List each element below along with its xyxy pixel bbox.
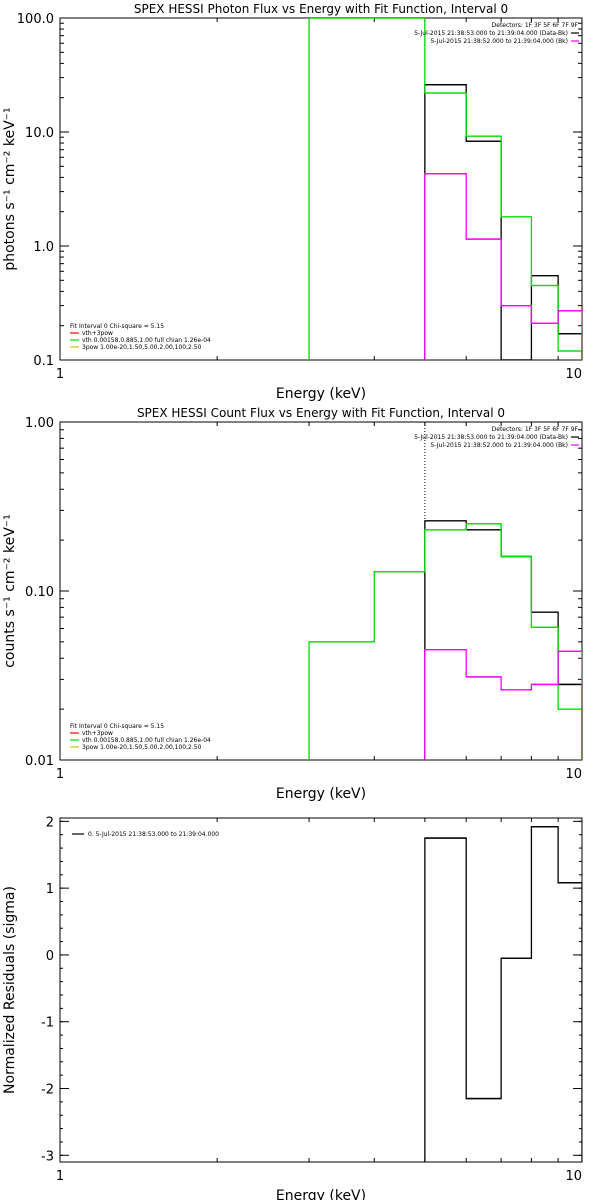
count-fit-text: 3pow 1.00e-20,1.50,5.00,2.00,100,2.50: [82, 744, 202, 751]
count-x-axis-label: Energy (keV): [276, 786, 366, 802]
photon-y-axis-label: photons s⁻¹ cm⁻² keV⁻¹: [2, 107, 18, 270]
photon-info-label: Detectors: 1F 3F 5F 6F 7F 9F: [492, 22, 579, 29]
count-info-label: Detectors: 1F 3F 5F 6F 7F 9F: [492, 426, 579, 433]
photon-info-label: 5-Jul-2015 21:38:52.000 to 21:39:04.000 …: [430, 38, 568, 45]
photon-y-tick-label: 1.0: [33, 240, 54, 255]
count-plot-frame: [59, 421, 583, 761]
count-y-axis-label: counts s⁻¹ cm⁻² keV⁻¹: [2, 514, 18, 668]
photon-series-line: [308, 18, 582, 360]
photon-fit-text: Fit Interval 0 Chi-square = 5.15: [70, 323, 164, 330]
photon-fit-text: vth+3pow: [82, 330, 113, 337]
photon-series-1: [308, 18, 582, 360]
photon-x-axis-label: Energy (keV): [276, 386, 366, 402]
resid-x-tick-label: 10: [565, 1169, 582, 1184]
resid-legend-label: 0. 5-Jul-2015 21:38:53.000 to 21:39:04.0…: [88, 831, 219, 838]
count-x-tick-label: 1: [56, 767, 64, 782]
photon-plot-frame: [59, 17, 583, 361]
photon-x-tick-label: 10: [565, 367, 582, 382]
photon-title: SPEX HESSI Photon Flux vs Energy with Fi…: [134, 2, 508, 16]
resid-series-line: [424, 826, 582, 1162]
photon-y-tick-label: 10.0: [25, 126, 54, 141]
count-info-label: 5-Jul-2015 21:38:53.000 to 21:39:04.000 …: [414, 434, 568, 441]
count-y-tick-label: 1.00: [25, 416, 54, 431]
photon-x-tick-label: 1: [56, 367, 64, 382]
resid-y-tick-label: 0: [46, 949, 54, 964]
resid-y-tick-label: 2: [46, 815, 54, 830]
count-series-2: [424, 648, 582, 760]
photon-chart: SPEX HESSI Photon Flux vs Energy with Fi…: [2, 2, 583, 402]
resid-y-tick-label: -2: [41, 1083, 54, 1098]
count-title: SPEX HESSI Count Flux vs Energy with Fit…: [137, 406, 505, 420]
resid-y-axis-label: Normalized Residuals (sigma): [2, 886, 18, 1094]
count-fit-text: vth+3pow: [82, 730, 113, 737]
photon-series-0: [424, 84, 582, 360]
photon-fit-text: vth 0.00158,0.885,1.00 full chian 1.26e-…: [82, 337, 211, 344]
count-fit-text: Fit Interval 0 Chi-square = 5.15: [70, 723, 164, 730]
photon-y-tick-label: 0.1: [33, 354, 54, 369]
resid-chart: 1 10 -3 -2 -1 0 1 2 Energy (keV) Normalized Resid…: [2, 815, 583, 1200]
count-y-tick-label: 0.10: [25, 585, 54, 600]
photon-series-2: [424, 173, 582, 360]
resid-plot-frame: [59, 817, 583, 1163]
resid-y-tick-label: -3: [41, 1149, 54, 1164]
count-y-tick-label: 0.01: [25, 754, 54, 769]
photon-fit-text: 3pow 1.00e-20,1.50,5.00,2.00,100,2.50: [82, 344, 202, 351]
resid-y-tick-label: -1: [41, 1016, 54, 1031]
resid-y-tick-label: 1: [46, 882, 54, 897]
resid-series-0: [424, 826, 582, 1162]
count-series-1: [308, 523, 582, 760]
resid-x-axis-label: Energy (keV): [276, 1188, 366, 1200]
count-fit-text: vth 0.00158,0.885,1.00 full chian 1.26e-…: [82, 737, 211, 744]
photon-info-label: 5-Jul-2015 21:38:53.000 to 21:39:04.000 …: [414, 30, 568, 37]
resid-x-tick-label: 1: [56, 1169, 64, 1184]
photon-y-tick-label: 100.0: [17, 12, 54, 27]
count-x-tick-label: 10: [565, 767, 582, 782]
count-info-label: 5-Jul-2015 21:38:52.000 to 21:39:04.000 …: [430, 442, 568, 449]
count-chart: SPEX HESSI Count Flux vs Energy with Fit…: [2, 406, 583, 802]
